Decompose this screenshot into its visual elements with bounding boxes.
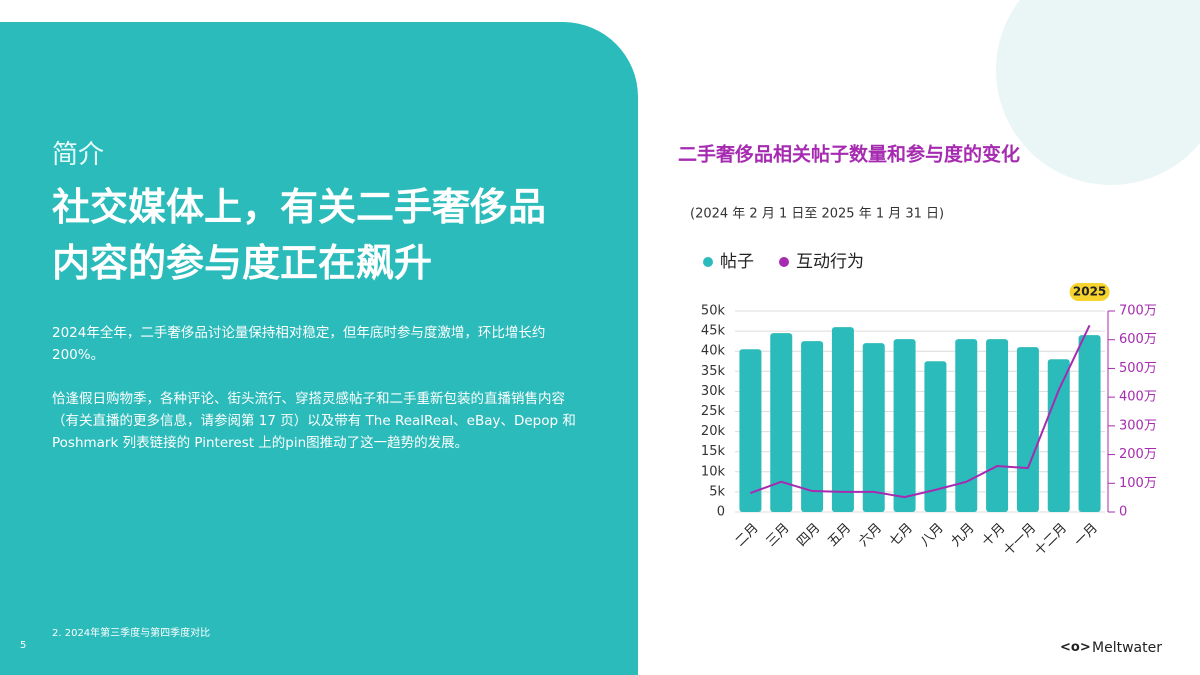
legend-label: 互动行为 — [796, 252, 864, 272]
bar — [893, 339, 916, 512]
y2-tick-label: 400万 — [1119, 390, 1157, 405]
y2-tick-label: 0 — [1119, 505, 1127, 520]
y2-tick-label: 100万 — [1119, 476, 1157, 491]
y-tick-label: 35k — [701, 364, 726, 379]
x-tick-label: 二月 — [733, 521, 762, 550]
y2-tick-label: 600万 — [1119, 332, 1157, 347]
paragraph: 2024年全年，二手奢侈品讨论量保持相对稳定，但年底时参与度激增，环比增长约 2… — [52, 325, 546, 363]
bar — [986, 339, 1009, 512]
x-tick-label: 十二月 — [1032, 521, 1070, 559]
x-tick-label: 六月 — [856, 521, 885, 550]
legend-marker — [779, 257, 789, 267]
y-tick-label: 45k — [701, 324, 726, 339]
bar — [955, 339, 978, 512]
y-tick-label: 20k — [701, 424, 726, 439]
y-tick-label: 50k — [701, 304, 726, 319]
x-tick-label: 十一月 — [1001, 521, 1039, 559]
annotation-badge — [1069, 283, 1110, 301]
y-tick-label: 30k — [701, 384, 726, 399]
left-panel — [0, 22, 638, 675]
y2-tick-label: 300万 — [1119, 418, 1157, 433]
x-tick-label: 九月 — [949, 521, 978, 550]
y-tick-label: 15k — [701, 444, 726, 459]
x-tick-label: 一月 — [1072, 521, 1101, 550]
y-tick-label: 40k — [701, 344, 726, 359]
x-tick-label: 五月 — [825, 521, 854, 550]
section-label: 简介 — [52, 140, 105, 170]
x-tick-label: 八月 — [918, 521, 947, 550]
footnote: 2. 2024年第三季度与第四季度对比 — [52, 628, 211, 639]
bar — [924, 361, 947, 512]
bar — [862, 343, 885, 512]
annotation: 2025 — [1073, 285, 1106, 299]
x-tick-label: 三月 — [764, 521, 793, 550]
x-tick-label: 四月 — [794, 521, 823, 550]
y-tick-label: 25k — [701, 404, 726, 419]
logo-icon: <o> — [1060, 640, 1091, 655]
heading-line: 内容的参与度正在飙升 — [52, 241, 433, 285]
y2-tick-label: 500万 — [1119, 361, 1157, 376]
page-number: 5 — [20, 640, 27, 651]
bar — [770, 333, 793, 512]
legend-label: 帖子 — [720, 252, 754, 272]
y2-tick-label: 700万 — [1119, 304, 1157, 319]
y2-tick-label: 200万 — [1119, 447, 1157, 462]
logo: Meltwater — [1092, 640, 1162, 656]
bar — [1047, 359, 1070, 512]
paragraph: 恰逢假日购物季，各种评论、街头流行、穿搭灵感帖子和二手重新包装的直播销售内容（有… — [52, 391, 576, 451]
chart-title: 二手奢侈品相关帖子数量和参与度的变化 — [678, 143, 1020, 166]
y-tick-label: 5k — [709, 484, 725, 499]
legend-marker — [703, 257, 713, 267]
bar — [831, 327, 854, 512]
chart-subtitle: (2024 年 2 月 1 日至 2025 年 1 月 31 日) — [690, 207, 944, 222]
heading-line: 社交媒体上，有关二手奢侈品 — [52, 185, 547, 229]
bar — [1078, 335, 1101, 512]
line — [750, 324, 1091, 499]
bar — [739, 349, 762, 512]
bar — [801, 341, 824, 512]
y-tick-label: 10k — [701, 464, 726, 479]
bar — [1016, 347, 1039, 512]
x-tick-label: 七月 — [887, 521, 916, 550]
y-tick-label: 0 — [717, 505, 725, 520]
